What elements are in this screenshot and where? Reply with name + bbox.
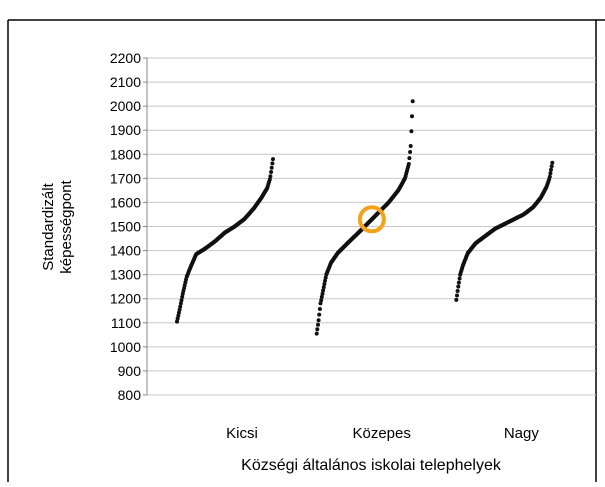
data-point — [317, 307, 322, 311]
data-point — [180, 294, 185, 299]
y-tick-label: 2200 — [110, 50, 141, 66]
data-point — [271, 157, 275, 162]
data-point — [455, 293, 459, 298]
data-point — [175, 319, 179, 324]
data-point — [456, 280, 461, 285]
y-tick-label: 1600 — [110, 194, 141, 210]
y-tick-label: 1000 — [110, 339, 141, 355]
data-point — [177, 307, 182, 312]
y-tick-label: 1800 — [110, 146, 141, 162]
data-point — [321, 285, 326, 290]
y-tick-label: 1300 — [110, 267, 141, 283]
data-point — [549, 164, 554, 169]
highlight-ring — [357, 205, 386, 234]
data-point — [314, 331, 319, 336]
data-point — [321, 288, 326, 293]
data-point — [316, 318, 321, 323]
y-tick-label: 1900 — [110, 122, 141, 138]
y-tick-label: 900 — [118, 363, 142, 379]
gridlines — [143, 57, 596, 396]
data-point — [270, 161, 275, 166]
data-point — [269, 170, 274, 174]
data-point — [550, 160, 555, 165]
y-tick-labels: 800 900 1000 1100 1200 1300 1400 1500 1600 1700 18… — [110, 50, 141, 403]
data-point — [410, 99, 415, 104]
x-category-label: Nagy — [504, 425, 540, 442]
y-tick-label: 1100 — [111, 315, 141, 331]
data-point — [457, 276, 462, 281]
data-point — [320, 291, 325, 296]
data-point — [319, 294, 324, 299]
y-axis-label-line-2: képességpont — [58, 179, 75, 273]
data-point — [406, 162, 411, 166]
data-point — [268, 174, 273, 179]
data-point — [410, 114, 414, 119]
y-tick-label: 1400 — [110, 243, 141, 259]
y-tick-label: 2000 — [110, 98, 141, 114]
data-point — [318, 301, 323, 306]
data-point — [407, 156, 412, 161]
data-point — [176, 310, 181, 315]
y-axis-label: Standardizált képességpont — [40, 179, 75, 273]
data-point — [315, 327, 320, 332]
data-point — [267, 177, 272, 182]
data-point — [454, 297, 459, 302]
data-point — [322, 282, 327, 286]
data-point — [549, 167, 553, 172]
data-point — [548, 171, 553, 176]
x-category-label: Kicsi — [226, 425, 258, 442]
data-point — [269, 165, 274, 170]
data-point — [409, 129, 414, 134]
y-tick-label: 800 — [118, 387, 142, 403]
data-point — [176, 313, 181, 318]
y-axis-label-line-1: Standardizált — [40, 182, 57, 270]
data-point — [323, 275, 328, 280]
y-tick-label: 1200 — [110, 291, 141, 307]
x-category-label: Közepes — [352, 425, 410, 442]
x-axis-label: Községi általános iskolai telephelyek — [241, 457, 502, 474]
data-point — [455, 289, 460, 293]
highlight-group — [357, 205, 386, 234]
y-tick-label: 1500 — [110, 219, 141, 235]
data-point — [178, 304, 183, 309]
data-point — [547, 174, 552, 179]
data-point — [316, 322, 320, 327]
data-point — [319, 298, 324, 303]
data-point — [317, 312, 322, 317]
data-point — [456, 284, 461, 289]
y-tick-label: 2100 — [110, 74, 141, 90]
data-point — [408, 144, 413, 148]
data-point — [179, 298, 184, 303]
data-point — [323, 278, 327, 283]
data-point — [178, 301, 183, 306]
data-points — [175, 99, 555, 336]
x-category-labels: Kicsi Közepes Nagy — [226, 425, 539, 442]
y-tick-label: 1700 — [110, 170, 141, 186]
data-point — [408, 150, 413, 154]
